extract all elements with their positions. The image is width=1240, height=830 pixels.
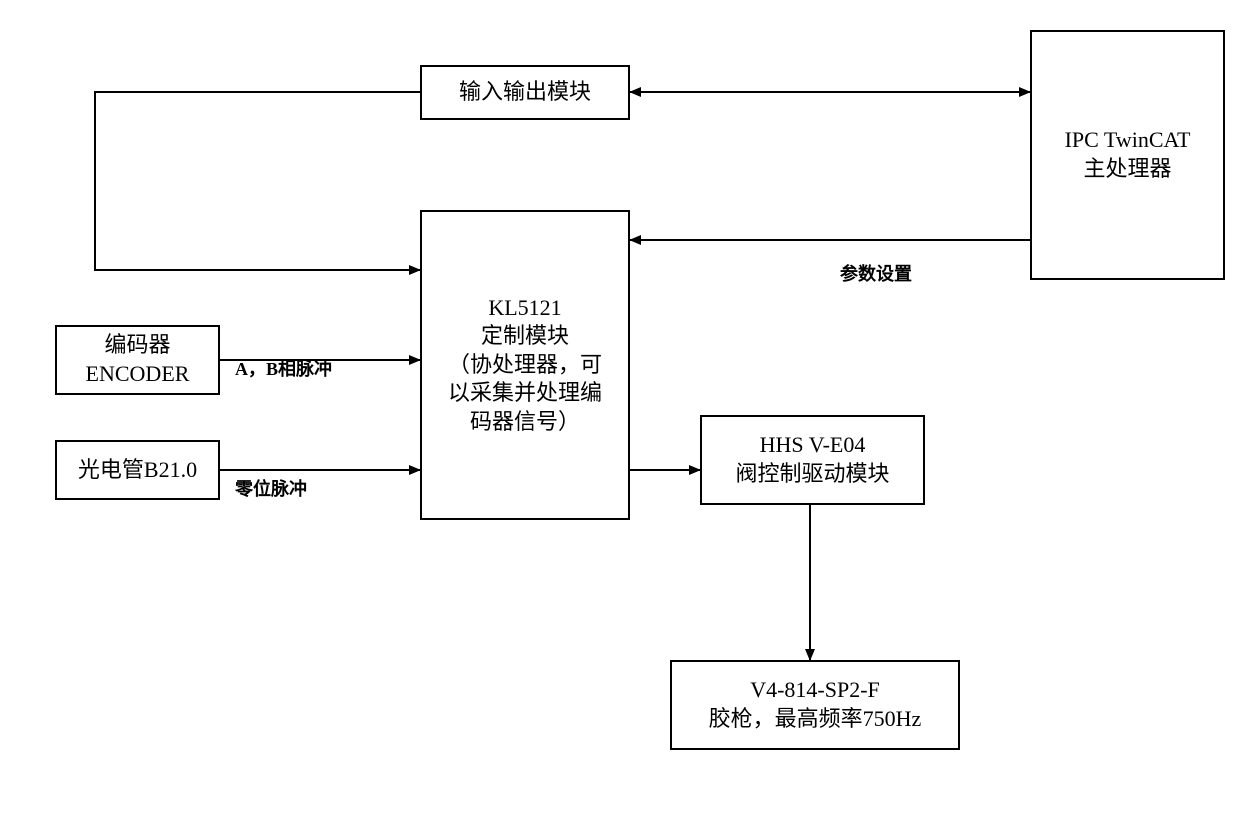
node-gun: V4-814-SP2-F 胶枪，最高频率750Hz (670, 660, 960, 750)
node-photo-label: 光电管B21.0 (78, 456, 197, 485)
node-kl5121-label: KL5121 定制模块 （协处理器，可 以采集并处理编 码器信号） (448, 294, 602, 437)
node-io-module: 输入输出模块 (420, 65, 630, 120)
node-photo: 光电管B21.0 (55, 440, 220, 500)
edge-label-ab-pulse-text: A，B相脉冲 (235, 359, 332, 379)
diagram-canvas: 输入输出模块 IPC TwinCAT 主处理器 KL5121 定制模块 （协处理… (0, 0, 1240, 830)
node-encoder-label: 编码器 ENCODER (86, 331, 190, 388)
node-io-module-label: 输入输出模块 (459, 78, 591, 107)
edge-label-param-setting: 参数设置 (840, 260, 912, 286)
io-left-to-kl5121 (95, 92, 420, 270)
node-encoder: 编码器 ENCODER (55, 325, 220, 395)
edge-label-zero-pulse-text: 零位脉冲 (235, 479, 307, 499)
edge-label-ab-pulse: A，B相脉冲 (235, 355, 332, 381)
node-gun-label: V4-814-SP2-F 胶枪，最高频率750Hz (709, 676, 922, 733)
node-hhs: HHS V-E04 阀控制驱动模块 (700, 415, 925, 505)
node-ipc: IPC TwinCAT 主处理器 (1030, 30, 1225, 280)
node-kl5121: KL5121 定制模块 （协处理器，可 以采集并处理编 码器信号） (420, 210, 630, 520)
node-ipc-label: IPC TwinCAT 主处理器 (1065, 126, 1191, 183)
edge-label-zero-pulse: 零位脉冲 (235, 475, 307, 501)
node-hhs-label: HHS V-E04 阀控制驱动模块 (735, 431, 889, 488)
edge-label-param-setting-text: 参数设置 (840, 264, 912, 284)
